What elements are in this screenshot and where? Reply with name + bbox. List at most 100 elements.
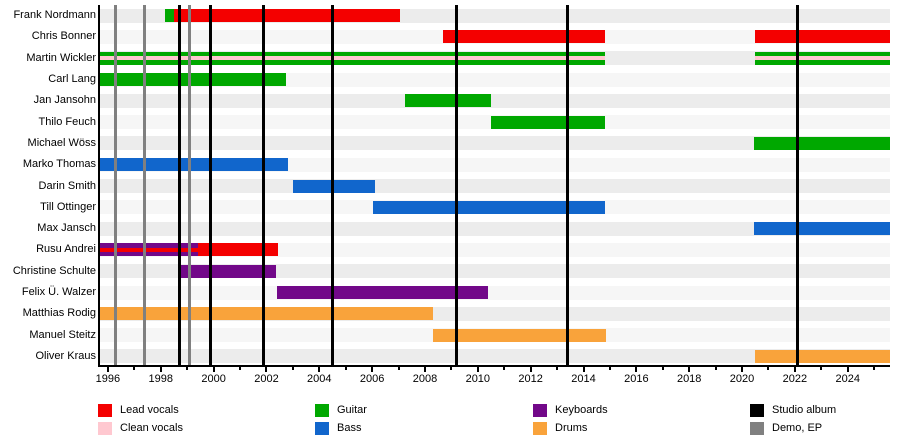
studio-album-line bbox=[455, 5, 459, 365]
timeline-bar-keyboards bbox=[180, 264, 276, 278]
member-label: Matthias Rodig bbox=[22, 307, 96, 320]
row-stripe bbox=[100, 242, 890, 257]
x-axis-major-tick bbox=[741, 367, 744, 372]
x-axis-tick-label: 2022 bbox=[782, 373, 808, 385]
x-axis-major-tick bbox=[106, 367, 109, 372]
x-axis-major-tick bbox=[212, 367, 215, 372]
row-stripe bbox=[100, 349, 890, 364]
x-axis-major-tick bbox=[423, 367, 426, 372]
dual-role-stripe-lead_vocals bbox=[100, 247, 198, 252]
legend-label-demo_ep: Demo, EP bbox=[772, 422, 823, 434]
timeline-bar-guitar bbox=[164, 9, 174, 23]
member-label: Chris Bonner bbox=[31, 30, 96, 43]
timeline-bar-keyboards bbox=[100, 243, 198, 257]
timeline-bar-lead_vocals bbox=[443, 30, 605, 44]
legend-swatch-lead_vocals bbox=[98, 404, 112, 417]
x-axis-major-tick bbox=[793, 367, 796, 372]
x-axis-tick-label: 1998 bbox=[148, 373, 174, 385]
x-axis-tick-label: 2000 bbox=[201, 373, 226, 385]
x-axis-minor-tick bbox=[820, 367, 823, 370]
x-axis-minor-tick bbox=[344, 367, 347, 370]
x-axis-minor-tick bbox=[450, 367, 453, 370]
timeline-bar-guitar bbox=[491, 115, 605, 129]
demo-ep-line bbox=[143, 5, 147, 365]
member-label: Marko Thomas bbox=[22, 158, 96, 171]
timeline-bar-lead_vocals bbox=[173, 9, 400, 23]
x-axis-major-tick bbox=[265, 367, 268, 372]
x-axis-tick-label: 2012 bbox=[518, 373, 543, 385]
x-axis-minor-tick bbox=[186, 367, 189, 370]
row-stripe bbox=[100, 285, 890, 300]
legend-swatch-studio_album bbox=[750, 404, 764, 417]
member-label: Till Ottinger bbox=[40, 200, 96, 213]
timeline-bar-keyboards bbox=[277, 286, 489, 300]
x-axis-minor-tick bbox=[133, 367, 136, 370]
x-axis-major-tick bbox=[159, 367, 162, 372]
timeline-bar-guitar bbox=[405, 94, 492, 108]
member-label: Michael Wöss bbox=[27, 136, 96, 149]
x-axis-minor-tick bbox=[714, 367, 717, 370]
dual-role-stripe-clean_vocals bbox=[755, 56, 890, 61]
studio-album-line bbox=[566, 5, 570, 365]
row-stripe bbox=[100, 157, 890, 172]
dual-role-stripe-clean_vocals bbox=[100, 56, 605, 61]
x-axis-major-tick bbox=[846, 367, 849, 372]
timeline-bar-drums bbox=[755, 349, 890, 363]
member-label: Oliver Kraus bbox=[35, 349, 96, 362]
legend-label-studio_album: Studio album bbox=[772, 404, 837, 416]
member-label: Thilo Feuch bbox=[38, 115, 96, 128]
member-label: Felix Ü. Walzer bbox=[21, 286, 96, 299]
y-axis-line bbox=[98, 5, 100, 365]
legend-swatch-guitar bbox=[315, 404, 329, 417]
x-axis-tick-label: 2020 bbox=[729, 373, 755, 385]
x-axis-minor-tick bbox=[291, 367, 294, 370]
x-axis-tick-label: 2010 bbox=[465, 373, 491, 385]
legend-swatch-drums bbox=[533, 422, 547, 435]
x-axis-tick-label: 2024 bbox=[835, 373, 860, 385]
timeline-bar-bass bbox=[373, 200, 605, 214]
legend-swatch-bass bbox=[315, 422, 329, 435]
x-axis-major-tick bbox=[529, 367, 532, 372]
studio-album-line bbox=[796, 5, 800, 365]
x-axis-major-tick bbox=[371, 367, 374, 372]
studio-album-line bbox=[177, 5, 181, 365]
x-axis-minor-tick bbox=[503, 367, 506, 370]
x-axis-major-tick bbox=[635, 367, 638, 372]
legend-label-clean_vocals: Clean vocals bbox=[120, 422, 183, 434]
studio-album-line bbox=[209, 5, 213, 365]
timeline-bar-bass bbox=[753, 222, 890, 236]
row-stripe bbox=[100, 179, 890, 194]
legend-swatch-clean_vocals bbox=[98, 422, 112, 435]
x-axis-minor-tick bbox=[239, 367, 242, 370]
x-axis-tick-label: 2018 bbox=[676, 373, 702, 385]
demo-ep-line bbox=[114, 5, 118, 365]
timeline-bar-guitar bbox=[755, 51, 890, 65]
x-axis-major-tick bbox=[476, 367, 479, 372]
timeline-bar-drums bbox=[432, 328, 606, 342]
member-label: Max Jansch bbox=[37, 222, 96, 235]
row-stripe bbox=[100, 264, 890, 279]
member-label: Rusu Andrei bbox=[36, 243, 96, 256]
x-axis-minor-tick bbox=[661, 367, 664, 370]
member-label: Martin Wickler bbox=[26, 51, 96, 64]
row-stripe bbox=[100, 221, 890, 236]
studio-album-line bbox=[331, 5, 334, 365]
x-axis-tick-label: 2016 bbox=[624, 373, 649, 385]
x-axis-major-tick bbox=[318, 367, 321, 372]
member-label: Carl Lang bbox=[48, 73, 96, 86]
timeline-bar-lead_vocals bbox=[755, 30, 890, 44]
x-axis-tick-label: 2006 bbox=[359, 373, 385, 385]
timeline-bar-lead_vocals bbox=[197, 243, 279, 257]
legend-label-guitar: Guitar bbox=[337, 404, 367, 416]
legend-label-lead_vocals: Lead vocals bbox=[120, 404, 179, 416]
timeline-bar-guitar bbox=[753, 136, 890, 150]
member-label: Darin Smith bbox=[38, 179, 96, 192]
legend-swatch-demo_ep bbox=[750, 422, 764, 435]
x-axis-minor-tick bbox=[873, 367, 876, 370]
member-label: Frank Nordmann bbox=[13, 9, 96, 22]
x-axis-minor-tick bbox=[767, 367, 770, 370]
x-axis-minor-tick bbox=[608, 367, 611, 370]
row-stripe bbox=[100, 136, 890, 151]
x-axis-major-tick bbox=[688, 367, 691, 372]
